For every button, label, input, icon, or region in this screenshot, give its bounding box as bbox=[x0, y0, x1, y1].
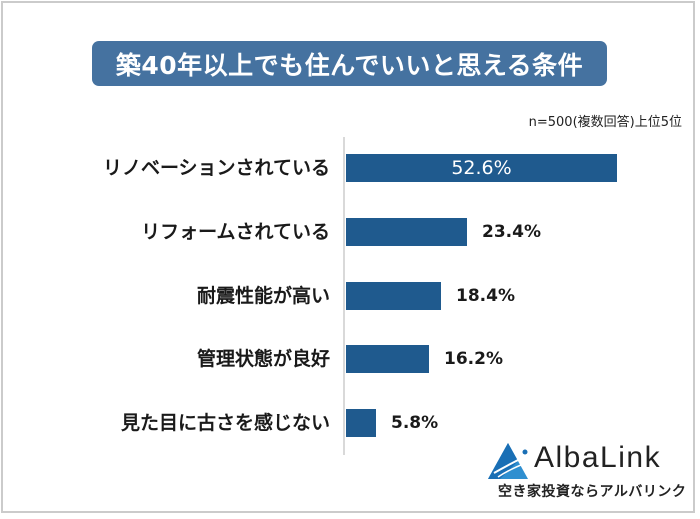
category-label: 耐震性能が高い bbox=[196, 285, 330, 307]
category-label: 管理状態が良好 bbox=[196, 348, 330, 370]
bar-row: 見た目に古さを感じない 5.8% bbox=[0, 409, 700, 437]
category-label: リノベーションされている bbox=[102, 157, 330, 179]
albalink-logo: AlbaLink 空き家投資ならアルバリンク bbox=[488, 441, 688, 503]
value-label: 52.6% bbox=[451, 157, 512, 179]
bar-row: 管理状態が良好 16.2% bbox=[0, 345, 700, 373]
bar bbox=[346, 154, 617, 182]
sample-note: n=500(複数回答)上位5位 bbox=[528, 115, 682, 130]
chart-title: 築40年以上でも住んでいいと思える条件 bbox=[92, 41, 607, 86]
category-label: 見た目に古さを感じない bbox=[120, 412, 330, 434]
logo-wordmark: AlbaLink bbox=[534, 441, 662, 474]
value-label: 16.2% bbox=[444, 349, 503, 369]
bar bbox=[346, 345, 429, 373]
logo-tagline: 空き家投資ならアルバリンク bbox=[498, 484, 687, 500]
value-label: 18.4% bbox=[456, 286, 515, 306]
bar-row: リフォームされている 23.4% bbox=[0, 218, 700, 246]
bar bbox=[346, 282, 441, 310]
bar bbox=[346, 218, 467, 246]
bar bbox=[346, 409, 376, 437]
bar-row: リノベーションされている 52.6% bbox=[0, 154, 700, 182]
y-axis-line bbox=[343, 137, 345, 455]
albalink-logo-icon bbox=[488, 443, 528, 479]
chart-title-text: 築40年以上でも住んでいいと思える条件 bbox=[115, 50, 584, 80]
bar-row: 耐震性能が高い 18.4% bbox=[0, 282, 700, 310]
category-label: リフォームされている bbox=[141, 221, 330, 243]
value-label: 5.8% bbox=[391, 413, 439, 433]
value-label: 23.4% bbox=[482, 222, 541, 242]
